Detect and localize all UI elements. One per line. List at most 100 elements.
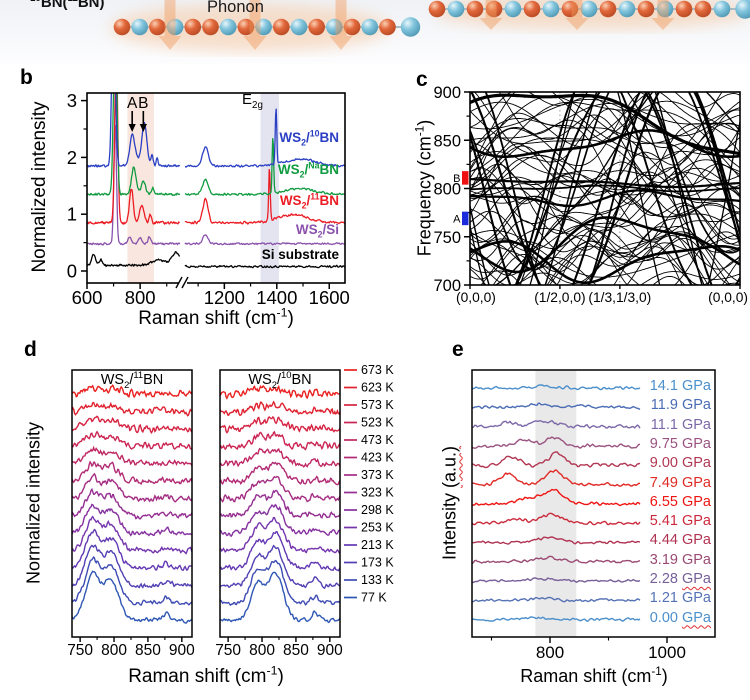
phonon-band bbox=[470, 92, 650, 144]
pressure-spectrum bbox=[472, 402, 641, 410]
legend-label: 173 K bbox=[361, 556, 394, 570]
temperature-series-plot: 750 800 850 900 750 800 850 900 673 K 623 K 573 K 5… bbox=[67, 363, 394, 659]
x-tick-label: 850 bbox=[283, 642, 309, 659]
pressure-series-plot: 800 1000 bbox=[471, 369, 716, 662]
legend-label: 473 K bbox=[361, 433, 394, 447]
spellcheck-squiggle: GPa bbox=[681, 609, 711, 626]
spectrum-curve bbox=[87, 93, 181, 197]
spectrum-curve bbox=[184, 138, 345, 197]
k-point-label: (1/3,1/3,0) bbox=[588, 290, 651, 305]
panel-e-xlabel: Raman shift (cm-1) bbox=[520, 665, 668, 686]
phonon-arrow-icon bbox=[479, 0, 503, 30]
phonon-band bbox=[515, 92, 713, 285]
plot-frame bbox=[219, 369, 341, 638]
nitrogen-atom bbox=[219, 18, 237, 36]
pressure-spectrum bbox=[472, 469, 641, 487]
au-wavy-underline: (a.u.) bbox=[439, 445, 460, 488]
mode-marker bbox=[462, 171, 469, 185]
x-tick-label: 900 bbox=[169, 642, 195, 659]
x-tick-label: 1000 bbox=[648, 643, 686, 662]
legend-label: 253 K bbox=[361, 521, 394, 535]
x-tick-label: 850 bbox=[135, 642, 161, 659]
boron-atom bbox=[428, 0, 446, 18]
temperature-spectrum bbox=[220, 461, 340, 486]
temperature-spectrum bbox=[72, 515, 192, 555]
phonon-band bbox=[498, 92, 740, 143]
end-atom bbox=[735, 0, 750, 19]
temperature-spectrum bbox=[220, 416, 340, 434]
y-tick-label: 900 bbox=[433, 84, 461, 102]
nitrogen-atom bbox=[713, 0, 731, 18]
end-atom bbox=[400, 17, 421, 37]
x-tick-label: 750 bbox=[215, 642, 241, 659]
pressure-spectrum bbox=[472, 488, 641, 507]
boron-atom bbox=[308, 18, 326, 36]
legend-label: 323 K bbox=[361, 486, 394, 500]
raman-spectra-plot: 600 800 1200 1400 1600 0 1 2 3 A B bbox=[67, 90, 350, 308]
phonon-dispersion-plot: 700 750 800 850 900 (0,0,0) (1/2,0,0) (1/3,1/3,… bbox=[433, 84, 748, 305]
y-tick-label: 850 bbox=[433, 132, 461, 150]
x-tick-label: 800 bbox=[536, 643, 564, 662]
pressure-spectrum bbox=[472, 384, 641, 391]
boron-atom bbox=[184, 18, 202, 36]
phonon-label: Phonon bbox=[207, 0, 264, 16]
pressure-label: 7.49 GPa bbox=[649, 474, 711, 491]
spectra-curves bbox=[87, 93, 345, 269]
pressure-label: 5.41 GPa bbox=[649, 513, 711, 530]
y-tick-label: 2 bbox=[67, 147, 77, 168]
phonon-band bbox=[470, 101, 740, 172]
phonon-band bbox=[519, 92, 705, 285]
temperature-spectrum bbox=[72, 570, 192, 624]
plot-frame bbox=[471, 369, 716, 638]
panel-c-phonon-dispersion: c 700 750 800 850 900 (0,0,0) (1/2,0,0) (1/3,1/… bbox=[408, 66, 750, 358]
panel-letter-b: b bbox=[20, 66, 33, 89]
boron-atom bbox=[485, 0, 503, 18]
legend-label: 133 K bbox=[361, 573, 394, 587]
boron-atom bbox=[149, 18, 166, 36]
phonon-band bbox=[473, 92, 740, 167]
phonon-bands bbox=[470, 92, 740, 285]
nitrogen-atom bbox=[447, 0, 465, 18]
legend-label: 623 K bbox=[361, 381, 394, 395]
pressure-spectrum bbox=[472, 451, 641, 469]
panel-c-ylabel: Frequency (cm-1) bbox=[413, 119, 435, 257]
spectrum-curve bbox=[185, 108, 345, 168]
temperature-curves bbox=[220, 384, 340, 624]
subpanel-title: WS2/11BN bbox=[100, 369, 164, 390]
x-tick-label: 1200 bbox=[204, 287, 245, 308]
pressure-spectrum bbox=[472, 596, 641, 603]
phonon-band bbox=[470, 118, 740, 186]
temperature-spectrum bbox=[220, 447, 340, 468]
panel-letter-e: e bbox=[452, 338, 464, 361]
boron-atom bbox=[599, 0, 617, 18]
nitrogen-atom bbox=[656, 0, 674, 18]
temperature-spectrum bbox=[220, 430, 340, 451]
panel-b-ylabel: Normalized intensity bbox=[29, 101, 50, 273]
k-point-label: (0,0,0) bbox=[708, 290, 748, 305]
panel-e-ylabel: Intensity (a.u.) bbox=[439, 445, 460, 561]
phonon-arrow-icon bbox=[329, 0, 353, 50]
spectrum-curve bbox=[184, 234, 345, 246]
pressure-spectrum bbox=[472, 436, 641, 449]
legend-label: 298 K bbox=[361, 503, 394, 517]
phonon-band bbox=[470, 92, 703, 285]
pressure-label: 2.28 GPa bbox=[649, 571, 711, 587]
phonon-band bbox=[470, 112, 740, 205]
temperature-spectrum bbox=[220, 571, 340, 624]
phonon-band bbox=[470, 92, 740, 190]
temperature-spectrum bbox=[72, 415, 192, 435]
phonon-band bbox=[494, 92, 740, 285]
boron-atom bbox=[561, 0, 579, 18]
spectrum-curve bbox=[184, 169, 345, 225]
temperature-spectrum bbox=[72, 460, 192, 486]
phonon-band bbox=[574, 92, 740, 158]
temperature-spectrum bbox=[220, 384, 340, 400]
pressure-label: 11.1 GPa bbox=[650, 416, 711, 433]
boron-atom bbox=[379, 18, 396, 36]
pressure-spectrum bbox=[472, 577, 641, 584]
phonon-band bbox=[470, 114, 740, 189]
pressure-label: 11.9 GPa bbox=[650, 397, 711, 414]
panel-d-xlabel: Raman shift (cm-1) bbox=[128, 663, 284, 687]
k-point-label: (1/2,0,0) bbox=[534, 290, 585, 305]
